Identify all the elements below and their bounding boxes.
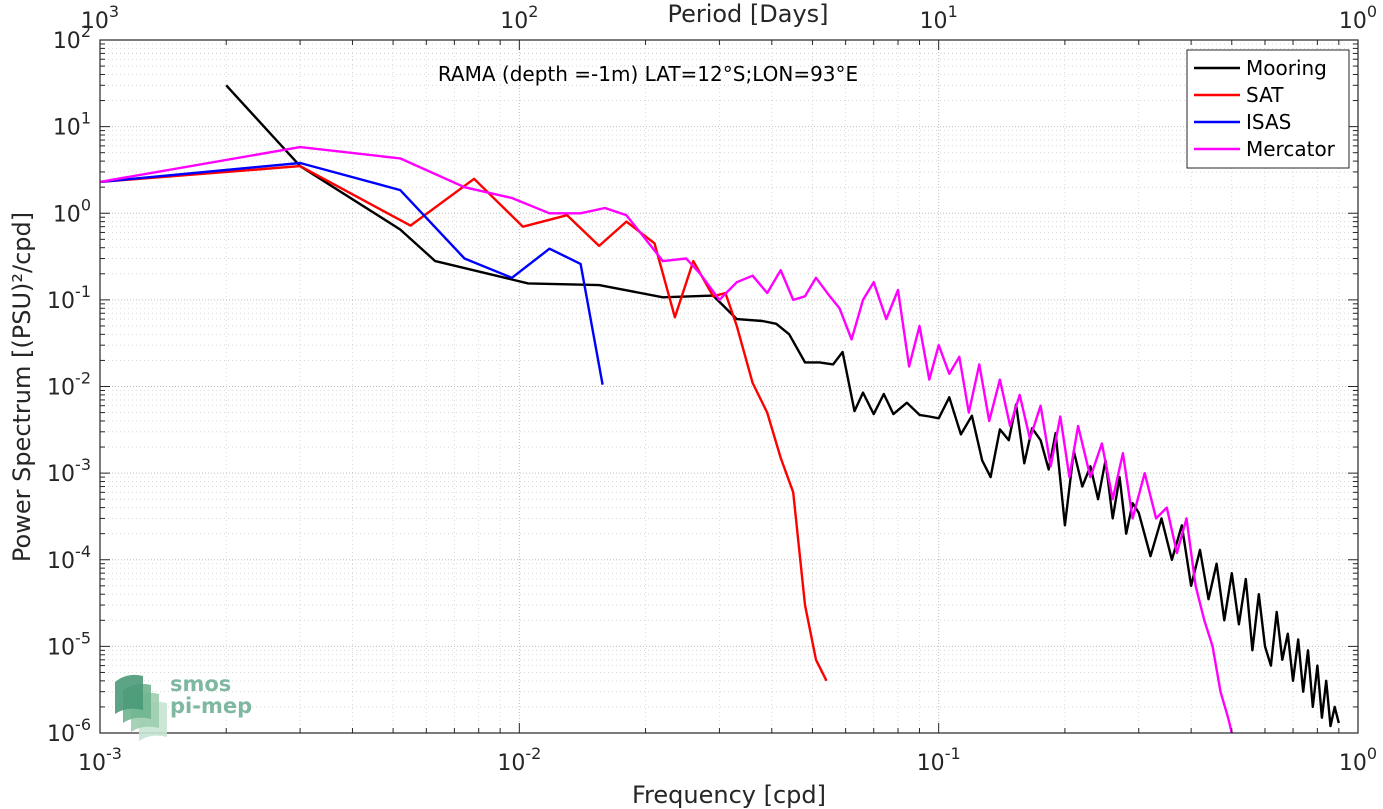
- y-tick-label: 100: [53, 195, 91, 227]
- y-tick-label: 102: [53, 22, 91, 54]
- top-tick-label: 100: [1339, 2, 1377, 34]
- top-tick-label: 101: [920, 2, 958, 34]
- x-axis-label: Frequency [cpd]: [632, 781, 826, 809]
- legend: Mooring SAT ISAS Mercator: [1186, 49, 1350, 169]
- x-tick-label: 10-1: [917, 744, 961, 776]
- legend-label-mercator: Mercator: [1246, 137, 1336, 161]
- top-axis-label: Period [Days]: [667, 0, 828, 28]
- y-tick-label: 10-1: [47, 282, 91, 314]
- smos-pi-mep-logo: smos pi-mep: [115, 672, 252, 741]
- legend-label-sat: SAT: [1246, 83, 1284, 107]
- logo-layer: [115, 674, 143, 714]
- x-tick-label: 100: [1339, 744, 1377, 776]
- top-tick-label: 103: [81, 2, 119, 34]
- y-tick-label: 10-6: [47, 715, 91, 747]
- y-tick-label: 10-5: [47, 628, 91, 660]
- series-line-isas: [99, 161, 604, 385]
- legend-label-isas: ISAS: [1246, 110, 1291, 134]
- y-axis-label: Power Spectrum [(PSU)²/cpd]: [8, 212, 36, 562]
- y-tick-label: 101: [53, 109, 91, 141]
- legend-label-mooring: Mooring: [1246, 56, 1327, 80]
- plot-background: [100, 40, 1358, 733]
- series-lines: [99, 84, 1340, 734]
- top-tick-label: 102: [500, 2, 538, 34]
- x-tick-label: 10-2: [497, 744, 541, 776]
- chart-title: RAMA (depth =-1m) LAT=12°S;LON=93°E: [438, 62, 858, 86]
- tick-marks: [99, 39, 1359, 734]
- x-tick-labels: 10-3 10-2 10-1 100: [78, 744, 1377, 776]
- top-tick-labels: 103 102 101 100: [81, 2, 1377, 34]
- logo-text-smos: smos: [170, 672, 231, 696]
- series-line-sat: [99, 164, 828, 682]
- x-tick-label: 10-3: [78, 744, 122, 776]
- y-tick-label: 10-3: [47, 455, 91, 487]
- y-tick-labels: 102 101 100 10-1 10-2 10-3 10-4 10-5 10-6: [47, 22, 91, 747]
- y-tick-label: 10-2: [47, 369, 91, 401]
- logo-text-pi-mep: pi-mep: [170, 694, 252, 718]
- series-line-mercator: [99, 145, 1233, 734]
- y-tick-label: 10-4: [47, 542, 91, 574]
